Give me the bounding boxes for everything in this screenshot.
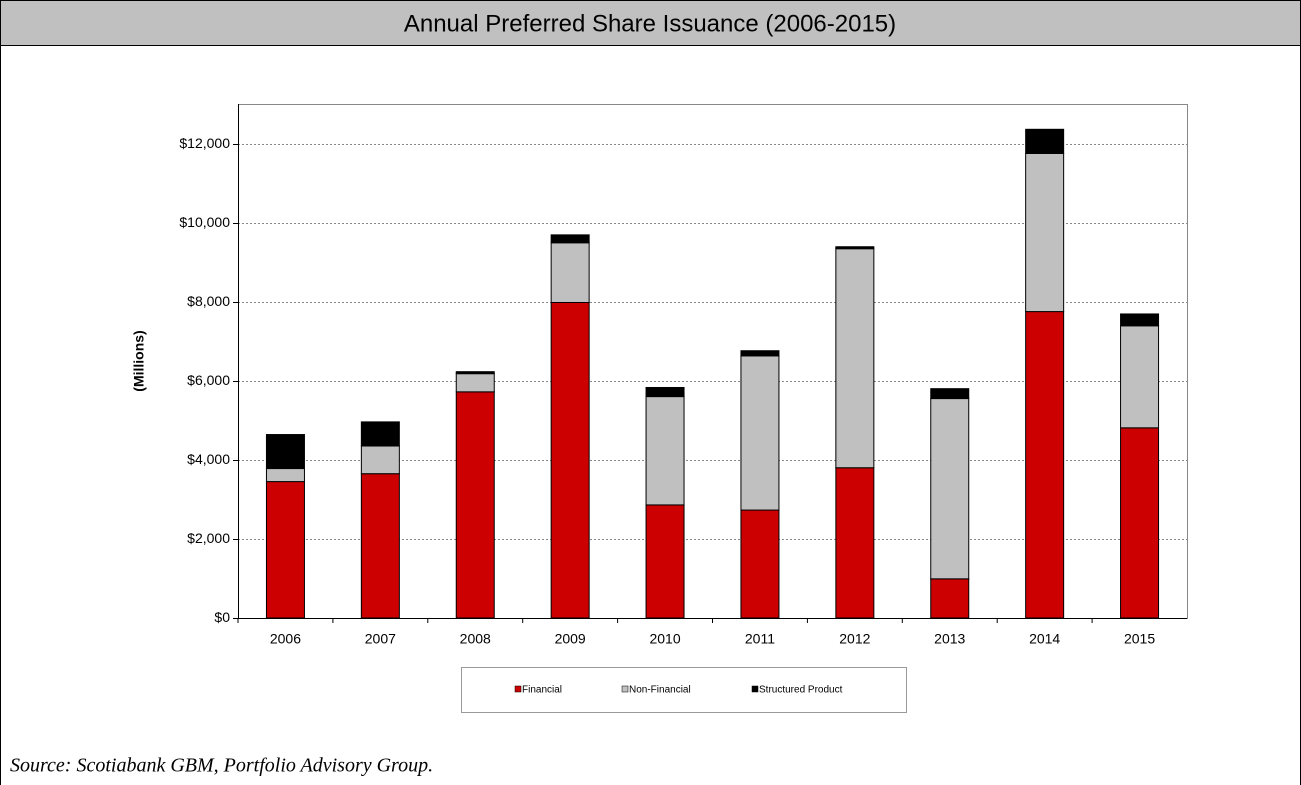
- x-tick-label: 2008: [460, 631, 491, 647]
- bar-segment: [360, 421, 400, 447]
- y-tick-label: $10,000: [179, 214, 230, 230]
- bar-segment: [835, 467, 875, 619]
- bar-segment: [645, 396, 685, 506]
- y-tick-label: $6,000: [187, 372, 230, 388]
- legend-swatch: [514, 685, 522, 693]
- bar-segment: [455, 391, 495, 619]
- x-tick-label: 2006: [270, 631, 301, 647]
- y-axis-label: (Millions): [131, 330, 147, 391]
- bar-segment: [930, 388, 970, 400]
- bar-segment: [930, 578, 970, 619]
- bar-segment: [930, 398, 970, 580]
- x-tick-label: 2007: [365, 631, 396, 647]
- bar-segment: [740, 355, 780, 511]
- title-bar: [1, 1, 1300, 45]
- bar-segment: [1120, 427, 1160, 619]
- bar-segment: [455, 373, 495, 393]
- bar-segment: [550, 234, 590, 244]
- legend-label: Non-Financial: [629, 685, 691, 696]
- x-tick-label: 2012: [839, 631, 870, 647]
- y-tick-label: $12,000: [179, 135, 230, 151]
- bar-segment: [265, 468, 305, 483]
- legend-box: [461, 667, 907, 713]
- chart-title: Annual Preferred Share Issuance (2006-20…: [404, 10, 896, 37]
- bar-segment: [1120, 325, 1160, 429]
- legend-swatch: [751, 685, 759, 693]
- legend-label: Structured Product: [759, 685, 843, 696]
- x-tick-label: 2013: [934, 631, 965, 647]
- y-tick-label: $8,000: [187, 293, 230, 309]
- bar-segment: [835, 248, 875, 469]
- bar-segment: [265, 481, 305, 619]
- bar-segment: [645, 386, 685, 398]
- x-tick-label: 2014: [1029, 631, 1060, 647]
- x-tick-label: 2009: [555, 631, 586, 647]
- bar-segment: [455, 371, 495, 375]
- legend-label: Financial: [522, 685, 562, 696]
- bar-segment: [835, 246, 875, 250]
- y-tick-label: $0: [214, 609, 230, 625]
- bar-segment: [1120, 313, 1160, 327]
- bar-segment: [550, 301, 590, 619]
- x-tick-label: 2015: [1124, 631, 1155, 647]
- y-tick-label: $4,000: [187, 451, 230, 467]
- bar-segment: [360, 445, 400, 475]
- bar-segment: [740, 350, 780, 357]
- bar-segment: [1025, 128, 1065, 154]
- bar-segment: [645, 504, 685, 619]
- bar-segment: [360, 473, 400, 619]
- x-tick-label: 2010: [649, 631, 680, 647]
- bar-segment: [550, 242, 590, 303]
- bar-segment: [1025, 311, 1065, 619]
- source-note: Source: Scotiabank GBM, Portfolio Adviso…: [10, 755, 433, 777]
- legend-swatch: [621, 685, 629, 693]
- y-tick-label: $2,000: [187, 530, 230, 546]
- bar-segment: [740, 509, 780, 619]
- bar-segment: [1025, 152, 1065, 313]
- x-tick-label: 2011: [745, 631, 775, 647]
- bar-segment: [265, 434, 305, 470]
